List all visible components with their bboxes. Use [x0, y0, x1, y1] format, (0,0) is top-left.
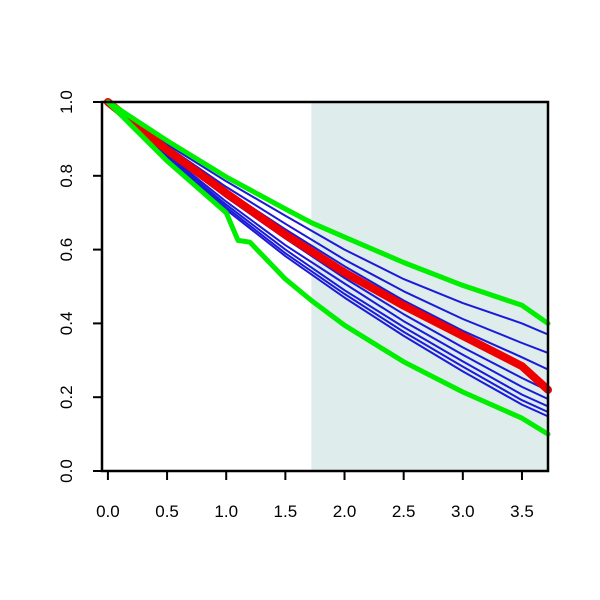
x-tick-label: 2.5 [392, 502, 416, 521]
y-tick-label: 0.0 [57, 459, 76, 483]
y-tick-label: 0.4 [57, 312, 76, 336]
sample-curve-9 [106, 101, 549, 413]
x-tick-label: 3.5 [510, 502, 534, 521]
y-tick-label: 0.2 [57, 385, 76, 409]
sample-curve-3 [106, 101, 549, 336]
plot-frame [100, 100, 550, 473]
x-tick-label: 0.0 [96, 502, 120, 521]
y-tick-label: 0.8 [57, 164, 76, 188]
sample-curve-8 [106, 101, 549, 408]
bound-curve-0 [105, 99, 551, 326]
sample-curve-7 [106, 101, 549, 400]
x-tick-label: 0.5 [155, 502, 179, 521]
x-tick-label: 3.0 [451, 502, 475, 521]
x-tick-label: 1.5 [274, 502, 298, 521]
bound-curve-1 [105, 99, 551, 437]
y-tick-label: 1.0 [57, 90, 76, 114]
x-tick-label: 2.0 [333, 502, 357, 521]
x-tick-label: 1.0 [214, 502, 238, 521]
series-layer [103, 98, 552, 437]
estimate-curve-2 [103, 98, 552, 394]
axis-layer: 0.0 0.5 1.0 1.5 2.0 2.5 3.0 3.5 0.0 0.2 0.4 0.6 0.8 1… [57, 90, 550, 521]
y-tick-label: 0.6 [57, 238, 76, 262]
